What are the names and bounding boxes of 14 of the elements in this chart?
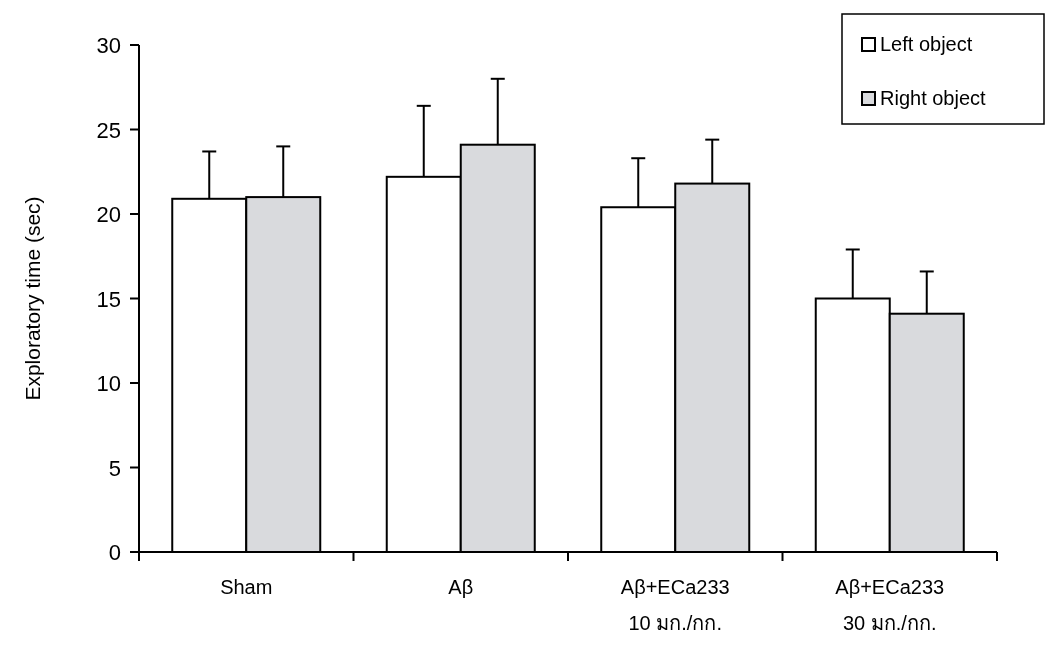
y-tick-label: 5 bbox=[108, 455, 121, 481]
y-tick-label: 25 bbox=[96, 117, 121, 143]
x-tick-label: Aβ+ECa233 30 มก./กก. bbox=[835, 576, 945, 634]
x-tick-label: Aβ+ECa233 10 มก./กก. bbox=[620, 576, 730, 634]
y-tick-label: 30 bbox=[96, 33, 121, 58]
legend-label: Left object bbox=[880, 33, 973, 55]
y-tick-label: 10 bbox=[96, 371, 121, 396]
y-tick-label: 15 bbox=[96, 286, 121, 312]
x-tick-label: Aβ bbox=[448, 576, 474, 598]
y-tick-label: 20 bbox=[96, 202, 121, 227]
x-tick-label: Sham bbox=[220, 576, 273, 598]
legend-label: Right object bbox=[880, 87, 987, 109]
y-tick-label: 0 bbox=[108, 540, 121, 565]
y-axis-title: Exploratory time (sec) bbox=[21, 196, 44, 401]
